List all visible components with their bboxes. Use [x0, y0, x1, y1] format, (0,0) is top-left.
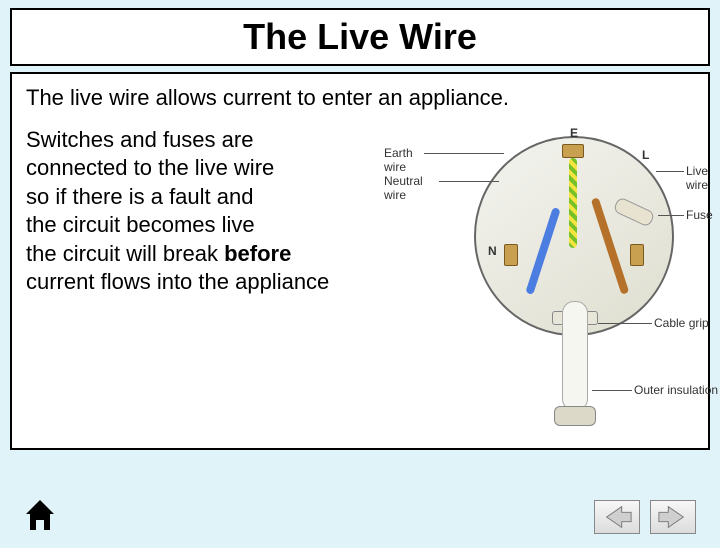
para-bold-word: before [224, 241, 291, 266]
arrow-right-icon [651, 501, 695, 533]
label-neutral-wire: Neutral wire [384, 174, 423, 202]
content-box: The live wire allows current to enter an… [10, 72, 710, 450]
label-earth-wire: Earth wire [384, 146, 413, 174]
label-live-wire: Live wire [686, 164, 708, 192]
para-line-2: so if there is a fault and [26, 184, 253, 209]
label-fuse: Fuse [686, 208, 713, 222]
arrow-left-icon [595, 501, 639, 533]
intro-text: The live wire allows current to enter an… [26, 84, 694, 112]
label-cable-grip: Cable grip [654, 316, 709, 330]
label-outer-insulation: Outer insulation [634, 383, 718, 397]
para-line-5: current flows into the appliance [26, 269, 329, 294]
label-n: N [488, 244, 497, 258]
live-pin [630, 244, 644, 266]
para-line-1: connected to the live wire [26, 155, 274, 180]
body-row: Switches and fuses are connected to the … [26, 126, 694, 416]
para-line-3: the circuit becomes live [26, 212, 255, 237]
label-e: E [570, 126, 578, 140]
earth-wire [569, 158, 577, 248]
cable-tip [554, 406, 596, 426]
home-icon [20, 494, 60, 534]
earth-pin [562, 144, 584, 158]
page-title: The Live Wire [12, 16, 708, 58]
para-line-0: Switches and fuses are [26, 127, 253, 152]
para-line-4: the circuit will break [26, 241, 218, 266]
home-button[interactable] [20, 494, 60, 534]
nav-area [0, 492, 720, 540]
title-box: The Live Wire [10, 8, 710, 66]
body-paragraph: Switches and fuses are connected to the … [26, 126, 376, 416]
label-l: L [642, 148, 649, 162]
next-button[interactable] [650, 500, 696, 534]
prev-button[interactable] [594, 500, 640, 534]
cable [562, 301, 588, 411]
neutral-pin [504, 244, 518, 266]
plug-diagram: Earth wire Neutral wire N E L Live wire … [384, 126, 694, 416]
